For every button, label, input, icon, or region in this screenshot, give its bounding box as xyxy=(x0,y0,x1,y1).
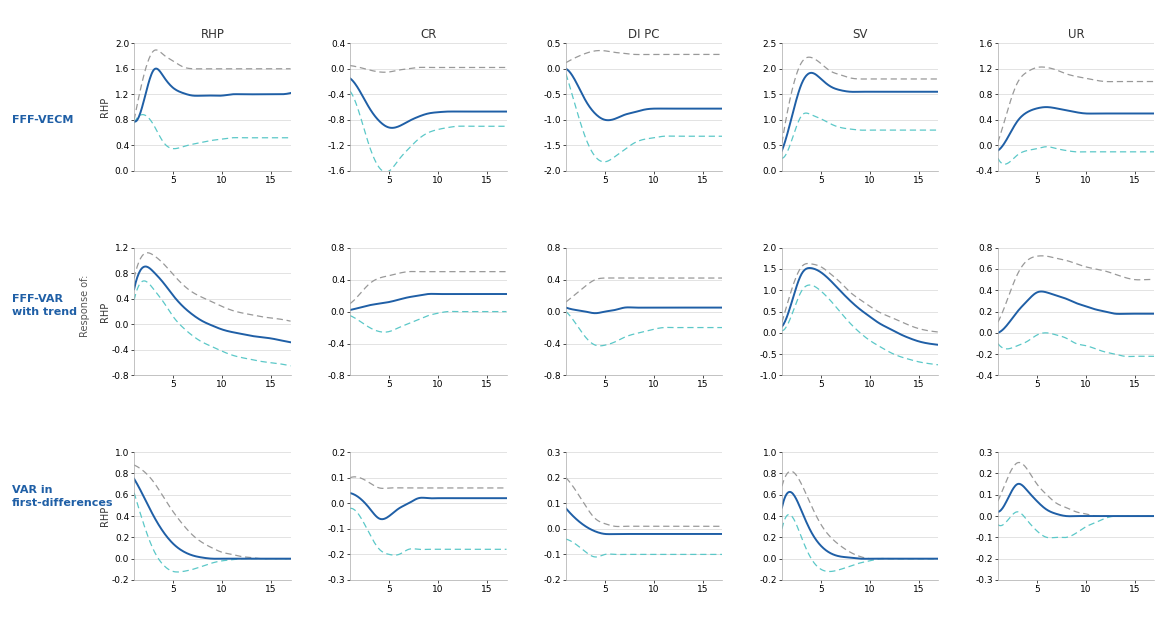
Title: DI PC: DI PC xyxy=(628,28,660,41)
Title: RHP: RHP xyxy=(201,28,224,41)
Text: RHP: RHP xyxy=(100,302,110,321)
Text: Response of:: Response of: xyxy=(80,274,90,337)
Text: RHP: RHP xyxy=(100,97,110,117)
Text: VAR in
first-differences: VAR in first-differences xyxy=(12,486,113,508)
Title: CR: CR xyxy=(420,28,436,41)
Text: FFF-VAR
with trend: FFF-VAR with trend xyxy=(12,294,77,317)
Text: FFF-VECM: FFF-VECM xyxy=(12,115,73,125)
Title: SV: SV xyxy=(852,28,868,41)
Text: RHP: RHP xyxy=(100,506,110,526)
Title: UR: UR xyxy=(1068,28,1084,41)
